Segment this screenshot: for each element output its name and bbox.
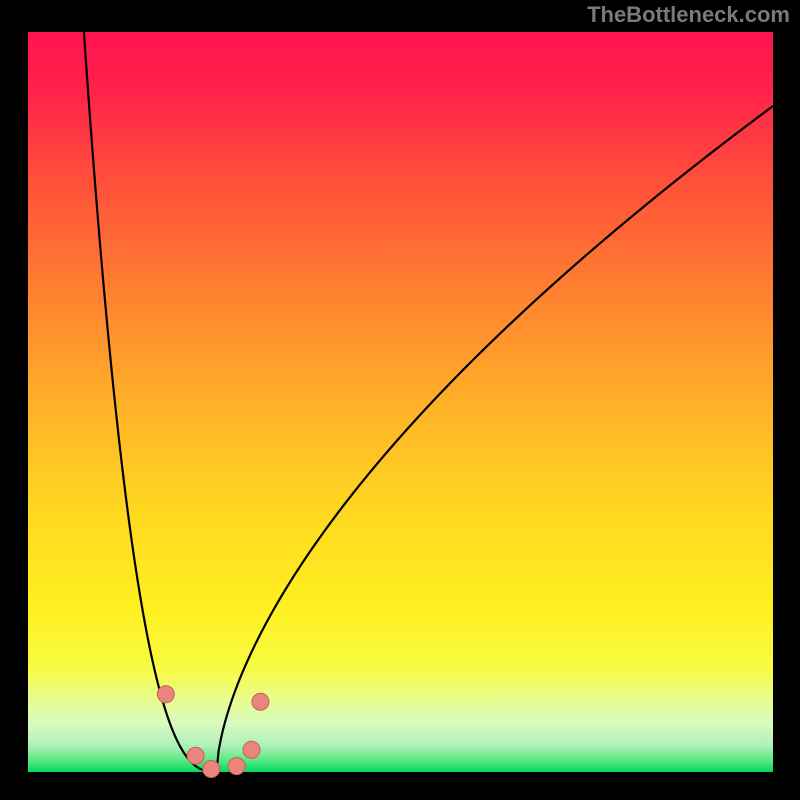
- chart-container: TheBottleneck.com: [0, 0, 800, 800]
- valley-marker: [243, 741, 260, 758]
- valley-marker: [187, 747, 204, 764]
- valley-marker: [203, 761, 220, 778]
- valley-marker: [157, 686, 174, 703]
- valley-marker: [252, 693, 269, 710]
- valley-marker: [228, 758, 245, 775]
- plot-background: [28, 32, 773, 772]
- bottleneck-chart: [0, 0, 800, 800]
